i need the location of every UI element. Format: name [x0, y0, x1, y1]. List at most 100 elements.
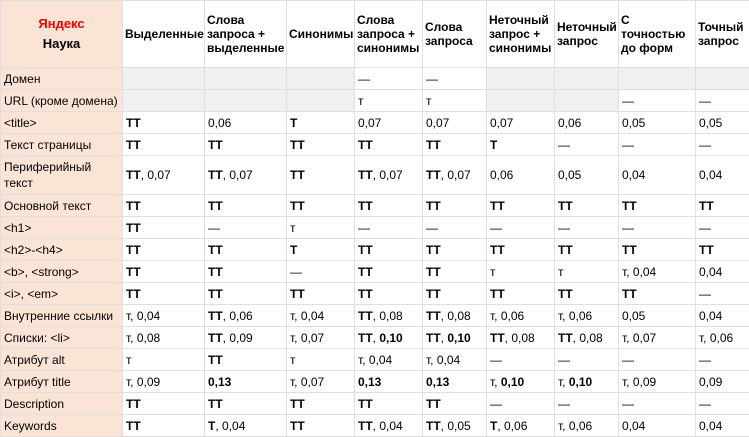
table-cell: ТТ — [619, 239, 696, 261]
table-cell: 0,04 — [696, 156, 749, 195]
table-cell: ТТ, 0,06 — [205, 305, 287, 327]
table-cell: ТТ — [287, 283, 355, 305]
table-cell: 0,13 — [355, 371, 423, 393]
table-cell: т — [487, 261, 555, 283]
column-header: Слова запроса + синонимы — [355, 1, 423, 68]
table-cell: т, 0,04 — [287, 305, 355, 327]
table-cell: ТТ, 0,09 — [205, 327, 287, 349]
row-label: Периферийный текст — [1, 156, 123, 195]
table-cell: 0,06 — [555, 112, 619, 134]
row-label: <b>, <strong> — [1, 261, 123, 283]
table-cell: ТТ — [287, 195, 355, 217]
table-cell: ТТ — [123, 134, 205, 156]
table-cell: ТТ — [487, 195, 555, 217]
table-cell — [287, 68, 355, 90]
table-cell — [487, 90, 555, 112]
table-cell: т, 0,06 — [555, 415, 619, 437]
table-row: <h1>ТТ—т—————— — [1, 217, 749, 239]
table-cell: 0,05 — [555, 156, 619, 195]
table-cell: ТТ, 0,08 — [423, 305, 487, 327]
table-cell: т, 0,04 — [355, 349, 423, 371]
table-cell — [205, 68, 287, 90]
row-label: <title> — [1, 112, 123, 134]
table-cell: — — [696, 349, 749, 371]
table-cell: 0,09 — [696, 371, 749, 393]
table-cell: т — [355, 90, 423, 112]
table-cell: ТТ — [205, 239, 287, 261]
table-cell — [555, 90, 619, 112]
table-cell: ТТ — [355, 239, 423, 261]
column-header: Слова запроса — [423, 1, 487, 68]
table-cell: т, 0,09 — [619, 371, 696, 393]
table-cell: — — [619, 349, 696, 371]
table-cell: ТТ — [355, 393, 423, 415]
table-cell: ТТ — [205, 283, 287, 305]
table-cell: ТТ — [423, 195, 487, 217]
table-cell: т, 0,07 — [287, 327, 355, 349]
table-cell: — — [696, 393, 749, 415]
row-label: Keywords — [1, 415, 123, 437]
table-cell: — — [355, 68, 423, 90]
table-cell — [696, 68, 749, 90]
table-cell: ТТ, 0,07 — [423, 156, 487, 195]
table-cell: ТТ — [123, 415, 205, 437]
row-label: <h1> — [1, 217, 123, 239]
table-cell: т — [287, 349, 355, 371]
table-cell — [205, 90, 287, 112]
header-row: Яндекс Наука Выделенные Слова запроса + … — [1, 1, 749, 68]
table-cell: — — [696, 217, 749, 239]
table-cell: ТТ — [423, 261, 487, 283]
table-cell: — — [696, 283, 749, 305]
table-cell — [619, 68, 696, 90]
table-cell: ТТ — [123, 195, 205, 217]
table-cell: Т, 0,06 — [487, 415, 555, 437]
table-cell: — — [696, 90, 749, 112]
table-cell: — — [619, 134, 696, 156]
table-cell: ТТ — [423, 134, 487, 156]
table-cell — [487, 68, 555, 90]
table-cell: ТТ — [205, 261, 287, 283]
table-row: Домен—— — [1, 68, 749, 90]
table-cell: 0,04 — [696, 261, 749, 283]
table-cell: 0,04 — [696, 305, 749, 327]
table-cell: т — [287, 217, 355, 239]
table-cell: т — [555, 261, 619, 283]
column-header: Выделенные — [123, 1, 205, 68]
table-cell: ТТ, 0,04 — [355, 415, 423, 437]
table-cell: т, 0,04 — [619, 261, 696, 283]
table-cell: Т — [287, 112, 355, 134]
table-cell — [123, 90, 205, 112]
table-cell: ТТ, 0,07 — [123, 156, 205, 195]
table-cell: 0,07 — [355, 112, 423, 134]
table-cell: — — [487, 349, 555, 371]
table-cell: ТТ, 0,10 — [355, 327, 423, 349]
table-title-cell: Яндекс Наука — [1, 1, 123, 68]
row-label: Атрибут title — [1, 371, 123, 393]
table-cell: т, 0,08 — [123, 327, 205, 349]
table-cell: — — [487, 393, 555, 415]
table-cell: ТТ, 0,10 — [423, 327, 487, 349]
table-cell: т, 0,07 — [287, 371, 355, 393]
table-cell: ТТ — [487, 283, 555, 305]
table-cell: ТТ — [619, 283, 696, 305]
table-cell: ТТ — [555, 195, 619, 217]
column-header: Неточный запрос + синонимы — [487, 1, 555, 68]
table-cell: — — [555, 134, 619, 156]
row-label: <i>, <em> — [1, 283, 123, 305]
table-cell: 0,07 — [423, 112, 487, 134]
table-cell: ТТ, 0,07 — [205, 156, 287, 195]
column-header: С точностью до форм — [619, 1, 696, 68]
table-cell: ТТ — [205, 393, 287, 415]
table-cell: ТТ — [123, 261, 205, 283]
table-cell: — — [487, 217, 555, 239]
table-cell: 0,05 — [696, 112, 749, 134]
table-cell: т — [423, 90, 487, 112]
